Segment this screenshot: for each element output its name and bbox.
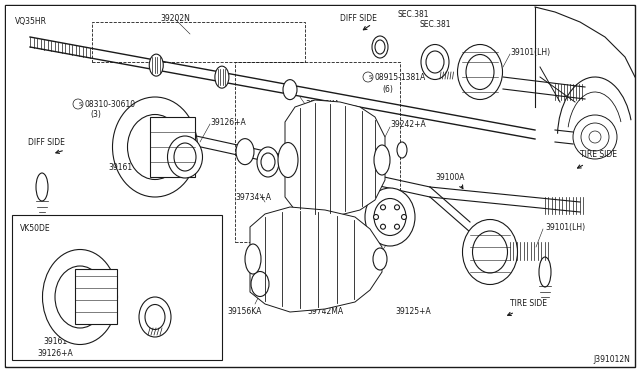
Ellipse shape — [283, 80, 297, 100]
Text: 39734+A: 39734+A — [235, 192, 271, 202]
Ellipse shape — [145, 305, 165, 330]
Ellipse shape — [42, 250, 118, 344]
Ellipse shape — [466, 55, 494, 90]
Text: 39100A: 39100A — [435, 173, 465, 182]
Text: S: S — [368, 74, 372, 80]
Polygon shape — [250, 207, 382, 312]
Text: DIFF SIDE: DIFF SIDE — [340, 14, 376, 23]
Text: SEC.381: SEC.381 — [398, 10, 429, 19]
Bar — [150, 117, 195, 177]
Text: TIRE SIDE: TIRE SIDE — [510, 299, 547, 308]
Ellipse shape — [36, 173, 48, 201]
Text: 39155KA: 39155KA — [305, 99, 339, 109]
Text: VQ35HR: VQ35HR — [15, 17, 47, 26]
Text: 39125+A: 39125+A — [395, 308, 431, 317]
Ellipse shape — [168, 136, 202, 178]
Text: 08310-30610: 08310-30610 — [84, 99, 135, 109]
Text: 08915-1381A: 08915-1381A — [375, 73, 426, 81]
Ellipse shape — [421, 45, 449, 80]
Ellipse shape — [113, 97, 198, 197]
Ellipse shape — [394, 205, 399, 210]
Text: 39234: 39234 — [363, 256, 387, 264]
Ellipse shape — [174, 143, 196, 171]
Text: (3): (3) — [91, 109, 101, 119]
Bar — [12, 215, 222, 360]
Text: 39126+A: 39126+A — [210, 118, 246, 126]
Text: 39101(LH): 39101(LH) — [510, 48, 550, 57]
Ellipse shape — [251, 272, 269, 296]
Text: TIRE SIDE: TIRE SIDE — [580, 150, 617, 158]
Ellipse shape — [397, 142, 407, 158]
Ellipse shape — [374, 215, 378, 219]
Ellipse shape — [458, 45, 502, 99]
Text: 39242+A: 39242+A — [390, 119, 426, 128]
Text: 39156KA: 39156KA — [228, 308, 262, 317]
Text: S: S — [78, 102, 82, 106]
Text: 39742+A: 39742+A — [290, 232, 326, 241]
Text: 39202N: 39202N — [160, 14, 190, 23]
Ellipse shape — [278, 142, 298, 177]
Ellipse shape — [149, 54, 163, 76]
Ellipse shape — [539, 257, 551, 287]
Ellipse shape — [245, 244, 261, 274]
Ellipse shape — [236, 139, 254, 165]
Ellipse shape — [375, 40, 385, 54]
Bar — [13, 216, 221, 359]
Ellipse shape — [374, 145, 390, 175]
Ellipse shape — [463, 219, 518, 285]
Ellipse shape — [373, 248, 387, 270]
Bar — [75, 269, 117, 324]
Ellipse shape — [374, 199, 406, 235]
Ellipse shape — [261, 153, 275, 171]
Ellipse shape — [401, 215, 406, 219]
Ellipse shape — [394, 224, 399, 229]
Ellipse shape — [215, 66, 229, 88]
Text: 39242MA: 39242MA — [305, 112, 341, 122]
Ellipse shape — [372, 36, 388, 58]
Text: J391012N: J391012N — [593, 355, 630, 364]
Ellipse shape — [381, 205, 385, 210]
Ellipse shape — [55, 266, 105, 328]
Text: 39101(LH): 39101(LH) — [545, 222, 585, 231]
Ellipse shape — [426, 51, 444, 73]
Ellipse shape — [139, 297, 171, 337]
Text: 39161: 39161 — [108, 163, 132, 171]
Ellipse shape — [127, 115, 182, 180]
Text: VK50DE: VK50DE — [20, 224, 51, 233]
Ellipse shape — [381, 224, 385, 229]
Text: 39742MA: 39742MA — [307, 308, 343, 317]
Ellipse shape — [472, 231, 508, 273]
Polygon shape — [285, 100, 385, 217]
Text: 39126+A: 39126+A — [37, 350, 73, 359]
Text: DIFF SIDE: DIFF SIDE — [28, 138, 65, 147]
Text: (6): (6) — [383, 84, 394, 93]
Ellipse shape — [365, 188, 415, 246]
Ellipse shape — [257, 147, 279, 177]
Text: 39161: 39161 — [43, 337, 67, 346]
Text: SEC.381: SEC.381 — [420, 20, 451, 29]
